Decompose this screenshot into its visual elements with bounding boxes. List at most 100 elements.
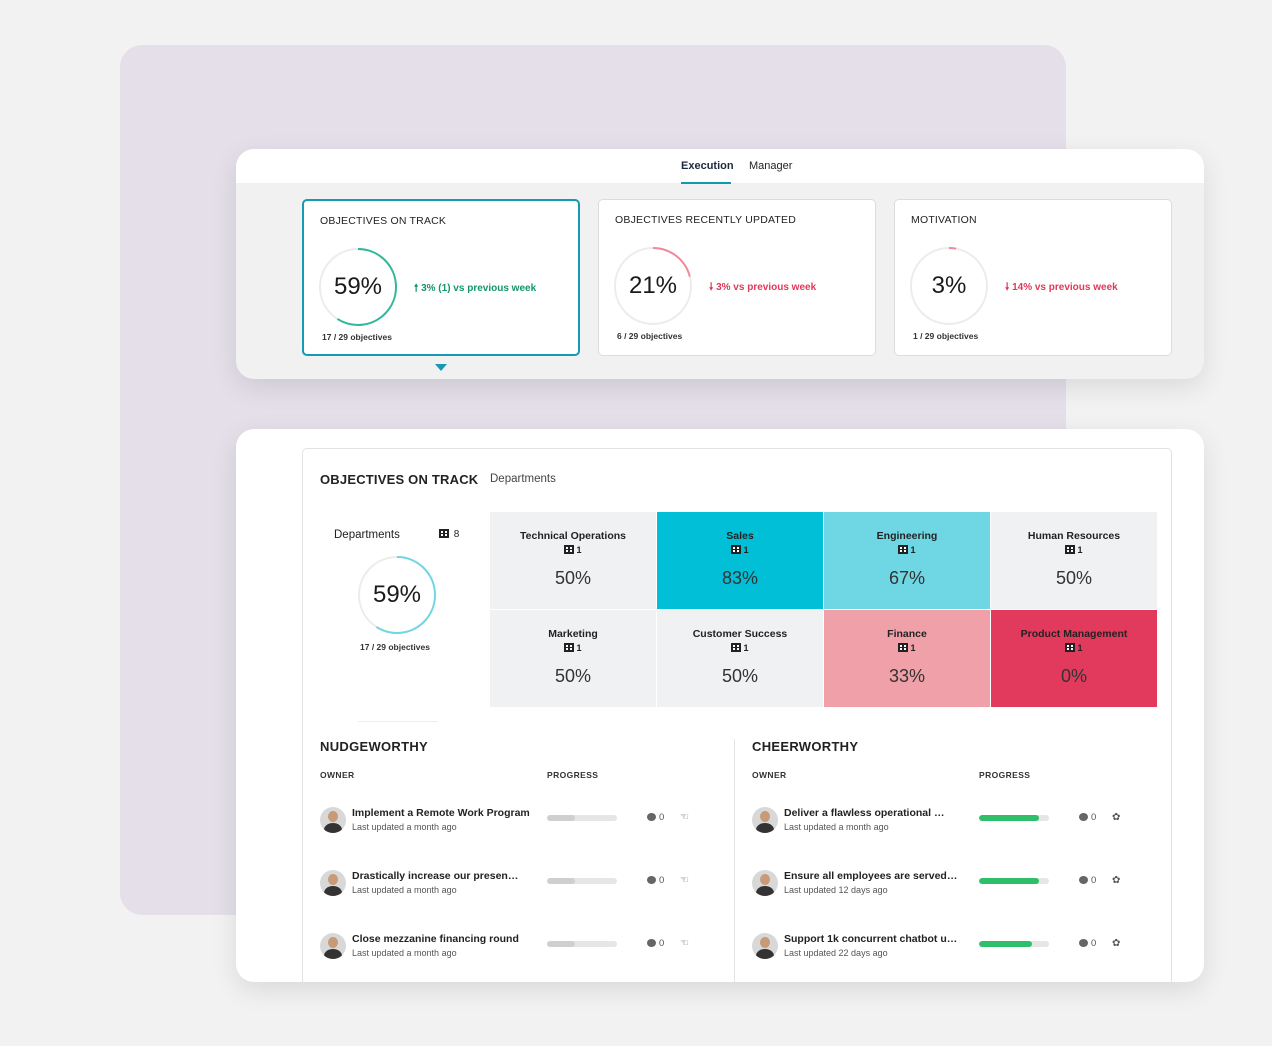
cheer-icon[interactable]: ✿ bbox=[1112, 875, 1121, 886]
metric-title: OBJECTIVES ON TRACK bbox=[320, 215, 447, 227]
comments-button[interactable]: 0 bbox=[647, 875, 664, 886]
objective-row[interactable]: Close mezzanine financing round Last upda… bbox=[320, 933, 700, 973]
comment-icon bbox=[1079, 876, 1088, 884]
department-cell[interactable]: Technical Operations 1 50% bbox=[490, 512, 656, 609]
department-value: 50% bbox=[554, 568, 592, 588]
comment-count: 0 bbox=[659, 812, 665, 823]
cheer-icon[interactable]: ✿ bbox=[1112, 812, 1121, 823]
objective-title[interactable]: Drastically increase our presen… bbox=[352, 870, 519, 882]
department-cell[interactable]: Engineering 1 67% bbox=[824, 512, 990, 609]
comment-icon bbox=[1079, 813, 1088, 821]
department-value: 67% bbox=[888, 568, 926, 588]
metric-sub: 6 / 29 objectives bbox=[617, 331, 683, 341]
department-cell[interactable]: Marketing 1 50% bbox=[490, 610, 656, 707]
arrow-down-icon: 🠗 bbox=[709, 282, 714, 293]
nudge-icon[interactable]: ☜ bbox=[680, 938, 689, 949]
comments-button[interactable]: 0 bbox=[1079, 875, 1096, 886]
avatar bbox=[320, 807, 346, 833]
metric-delta-text: 14% vs previous week bbox=[1012, 282, 1118, 293]
department-count: 1 bbox=[991, 545, 1157, 555]
building-icon bbox=[898, 545, 909, 554]
metric-sub: 17 / 29 objectives bbox=[322, 332, 392, 342]
selected-card-pointer bbox=[435, 364, 447, 371]
objective-updated: Last updated 22 days ago bbox=[784, 948, 888, 958]
cheer-icon[interactable]: ✿ bbox=[1112, 938, 1121, 949]
department-name: Human Resources bbox=[1027, 530, 1121, 542]
department-count: 1 bbox=[657, 545, 823, 555]
department-cell[interactable]: Finance 1 33% bbox=[824, 610, 990, 707]
metric-delta: 🠗 14% vs previous week bbox=[1005, 280, 1118, 297]
department-cell[interactable]: Product Management 1 0% bbox=[991, 610, 1157, 707]
details-title: OBJECTIVES ON TRACK bbox=[320, 472, 479, 487]
objective-row[interactable]: Implement a Remote Work Program Last upda… bbox=[320, 807, 700, 847]
metric-value: 3% bbox=[931, 272, 967, 299]
progress-bar-fill bbox=[979, 941, 1033, 947]
details-subtitle[interactable]: Departments bbox=[490, 473, 556, 485]
departments-count-value: 8 bbox=[453, 529, 460, 540]
building-icon bbox=[564, 545, 575, 554]
comments-button[interactable]: 0 bbox=[647, 812, 664, 823]
column-divider bbox=[734, 739, 735, 982]
tab-bar: Execution Manager bbox=[236, 149, 1204, 184]
department-value: 0% bbox=[1060, 666, 1087, 686]
avatar bbox=[752, 870, 778, 896]
objective-title[interactable]: Implement a Remote Work Program bbox=[352, 807, 530, 819]
metric-delta-text: 3% vs previous week bbox=[716, 282, 817, 293]
details-panel: OBJECTIVES ON TRACK Departments Departme… bbox=[302, 448, 1172, 982]
metric-delta-text: 3% (1) vs previous week bbox=[421, 283, 537, 294]
department-count-value: 1 bbox=[743, 643, 749, 653]
department-name: Engineering bbox=[876, 530, 938, 542]
comments-button[interactable]: 0 bbox=[647, 938, 664, 949]
tab-execution[interactable]: Execution bbox=[681, 160, 734, 172]
metric-card-motivation[interactable]: MOTIVATION 3% 🠗 14% vs previous week 1 /… bbox=[894, 199, 1172, 356]
building-icon bbox=[439, 529, 449, 538]
objective-title[interactable]: Ensure all employees are served… bbox=[784, 870, 958, 882]
department-count: 1 bbox=[824, 643, 990, 653]
department-count-value: 1 bbox=[1077, 545, 1083, 555]
building-icon bbox=[898, 643, 909, 652]
nudge-icon[interactable]: ☜ bbox=[680, 875, 689, 886]
progress-column-header: PROGRESS bbox=[979, 770, 1031, 780]
avatar bbox=[752, 807, 778, 833]
comment-icon bbox=[647, 939, 656, 947]
department-name: Customer Success bbox=[692, 628, 788, 640]
department-count-value: 1 bbox=[576, 643, 582, 653]
objective-title[interactable]: Close mezzanine financing round bbox=[352, 933, 519, 945]
objective-row[interactable]: Ensure all employees are served… Last upd… bbox=[752, 870, 1132, 910]
department-count-value: 1 bbox=[910, 643, 916, 653]
objective-title[interactable]: Support 1k concurrent chatbot u… bbox=[784, 933, 958, 945]
progress-ring-arc bbox=[614, 247, 692, 325]
avatar bbox=[320, 870, 346, 896]
objective-title[interactable]: Deliver a flawless operational … bbox=[784, 807, 945, 819]
divider bbox=[358, 721, 438, 722]
comments-button[interactable]: 0 bbox=[1079, 938, 1096, 949]
metric-card-on-track[interactable]: OBJECTIVES ON TRACK 59% 🠕 3% (1) vs prev… bbox=[302, 199, 580, 356]
department-cell[interactable]: Customer Success 1 50% bbox=[657, 610, 823, 707]
progress-ring-arc bbox=[910, 247, 988, 325]
metric-value: 21% bbox=[628, 272, 678, 299]
department-cell[interactable]: Sales 1 83% bbox=[657, 512, 823, 609]
tab-manager[interactable]: Manager bbox=[749, 160, 793, 172]
department-value: 83% bbox=[721, 568, 759, 588]
arrow-up-icon: 🠕 bbox=[414, 283, 419, 294]
progress-column-header: PROGRESS bbox=[547, 770, 599, 780]
department-cell[interactable]: Human Resources 1 50% bbox=[991, 512, 1157, 609]
objective-row[interactable]: Drastically increase our presen… Last upd… bbox=[320, 870, 700, 910]
comments-button[interactable]: 0 bbox=[1079, 812, 1096, 823]
objective-updated: Last updated 12 days ago bbox=[784, 885, 888, 895]
department-count: 1 bbox=[490, 545, 656, 555]
comment-icon bbox=[647, 876, 656, 884]
owner-column-header: OWNER bbox=[320, 770, 355, 780]
departments-sub: 17 / 29 objectives bbox=[360, 642, 430, 652]
progress-bar-fill bbox=[979, 878, 1040, 884]
metric-title: MOTIVATION bbox=[911, 214, 977, 226]
department-name: Product Management bbox=[1020, 628, 1128, 640]
building-icon bbox=[731, 545, 742, 554]
building-icon bbox=[731, 643, 742, 652]
objective-row[interactable]: Support 1k concurrent chatbot u… Last upd… bbox=[752, 933, 1132, 973]
nudge-icon[interactable]: ☜ bbox=[680, 812, 689, 823]
comment-count: 0 bbox=[659, 938, 665, 949]
metric-card-recently-updated[interactable]: OBJECTIVES RECENTLY UPDATED 21% 🠗 3% vs … bbox=[598, 199, 876, 356]
department-count-value: 1 bbox=[910, 545, 916, 555]
objective-row[interactable]: Deliver a flawless operational … Last upd… bbox=[752, 807, 1132, 847]
